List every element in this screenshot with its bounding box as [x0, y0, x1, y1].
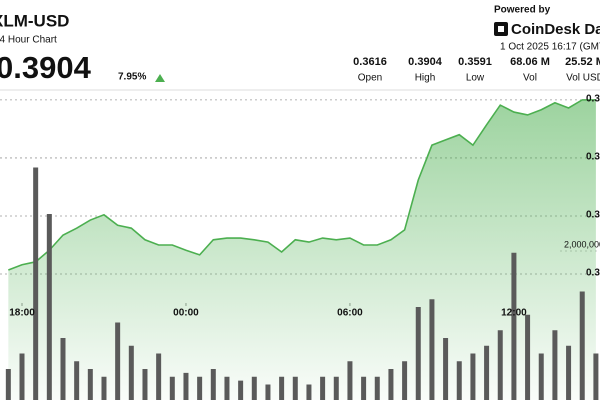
volume-bar [484, 345, 490, 400]
volume-bar [415, 307, 421, 400]
timestamp: 1 Oct 2025 16:17 (GMT) [500, 42, 600, 53]
y-tick-label: 0.36 [586, 268, 600, 279]
stat-value: 0.3904 [408, 56, 443, 68]
volume-bar [156, 353, 162, 400]
volume-bar [566, 345, 572, 400]
volume-bar [251, 376, 257, 400]
volume-bar [265, 384, 271, 400]
volume-bar [579, 291, 585, 400]
volume-bar [525, 314, 531, 400]
volume-bar [593, 353, 599, 400]
volume-bar [142, 369, 148, 400]
x-tick-label: 00:00 [173, 308, 199, 319]
volume-bar [347, 361, 353, 400]
volume-bar [306, 384, 312, 400]
volume-bar [115, 322, 121, 400]
volume-bar [538, 353, 544, 400]
price: 0.3904 [0, 50, 92, 85]
volume-bar [361, 376, 367, 400]
volume-bar [470, 353, 476, 400]
volume-bar [101, 376, 107, 400]
subtitle: 24 Hour Chart [0, 35, 57, 46]
stat-label: High [415, 73, 436, 84]
volume-bar [183, 372, 189, 400]
x-tick-label: 06:00 [337, 308, 363, 319]
volume-bar [429, 299, 435, 400]
volume-bar [374, 376, 380, 400]
stat-value: 0.3616 [353, 56, 387, 68]
volume-bar [552, 330, 558, 400]
stat-value: 0.3591 [458, 56, 492, 68]
stat-value: 68.06 M [510, 56, 550, 68]
volume-bar [74, 361, 80, 400]
volume-bar [333, 376, 339, 400]
volume-bar [224, 376, 230, 400]
volume-bar [169, 376, 175, 400]
up-arrow [155, 74, 165, 82]
title: XLM-USD [0, 11, 69, 30]
volume-bar [292, 376, 298, 400]
stat-label: Vol USD [566, 73, 600, 84]
x-tick-label: 12:00 [501, 308, 527, 319]
volume-bar [320, 376, 326, 400]
volume-bar [87, 369, 93, 400]
brand-logo [494, 22, 508, 36]
volume-bar [5, 369, 11, 400]
stat-value: 25.52 M [565, 56, 600, 68]
volume-bar [388, 369, 394, 400]
y-tick-label: 0.39 [586, 94, 600, 105]
y-tick-label: 0.37 [586, 210, 600, 221]
volume-bar [210, 369, 216, 400]
powered-by: Powered by [494, 5, 551, 16]
volume-bar [279, 376, 285, 400]
y2-tick-label: 2,000,000 [564, 239, 600, 249]
volume-bar [197, 376, 203, 400]
volume-bar [443, 338, 449, 400]
volume-bar [19, 353, 25, 400]
stat-label: Open [358, 73, 382, 84]
y-tick-label: 0.38 [586, 152, 600, 163]
volume-bar [128, 345, 134, 400]
price-area [8, 99, 596, 400]
volume-bar [456, 361, 462, 400]
change: 7.95% [118, 72, 146, 83]
brand: CoinDesk Data [511, 21, 600, 38]
volume-bar [46, 214, 52, 400]
stat-label: Vol [523, 73, 537, 84]
stat-label: Low [466, 73, 485, 84]
x-tick-label: 18:00 [9, 308, 35, 319]
price-line [8, 99, 596, 271]
volume-bar [497, 330, 503, 400]
volume-bar [511, 252, 517, 400]
plot [0, 99, 600, 400]
volume-bar [33, 167, 39, 400]
volume-bar [238, 380, 244, 400]
volume-bar [402, 361, 408, 400]
volume-bar [60, 338, 66, 400]
